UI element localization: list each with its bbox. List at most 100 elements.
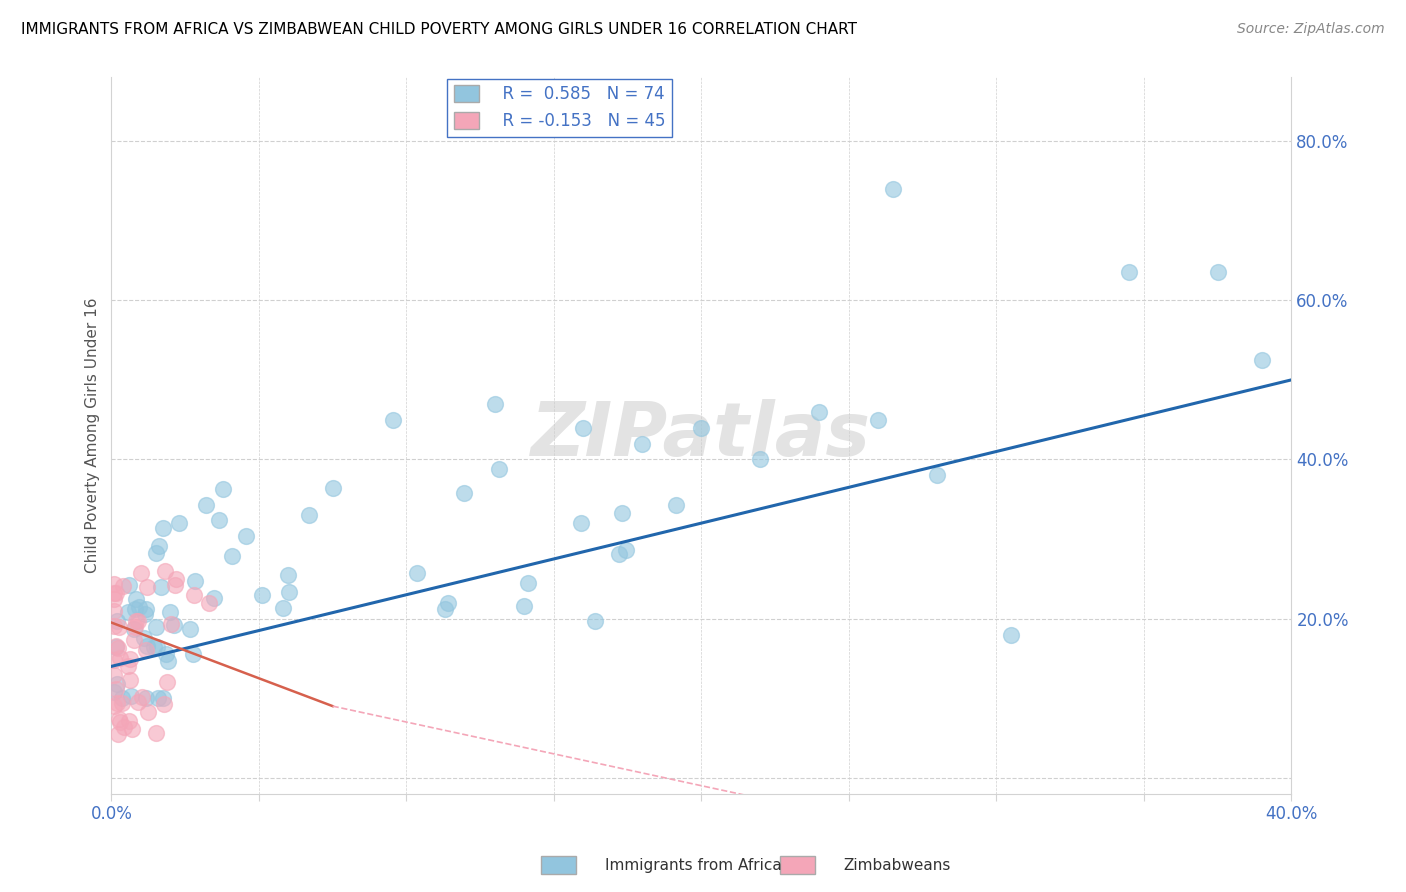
Point	[105, 614, 128, 628]
Point	[122, 633, 145, 648]
Point	[118, 714, 141, 728]
Point	[298, 508, 321, 522]
Point	[112, 720, 135, 734]
Point	[433, 602, 456, 616]
Point	[585, 614, 607, 628]
Point	[607, 547, 630, 561]
Point	[1000, 627, 1022, 641]
Point	[381, 412, 404, 426]
Point	[277, 584, 299, 599]
Point	[124, 622, 146, 636]
Point	[104, 640, 127, 654]
Text: Immigrants from Africa: Immigrants from Africa	[605, 858, 782, 872]
Point	[108, 620, 131, 634]
Point	[131, 690, 153, 705]
Point	[135, 643, 157, 657]
Point	[165, 578, 187, 592]
Point	[277, 567, 299, 582]
Point	[488, 461, 510, 475]
Point	[406, 566, 429, 580]
Point	[195, 498, 218, 512]
Point	[110, 651, 132, 665]
Point	[273, 600, 295, 615]
Point	[614, 542, 637, 557]
Text: ZIPatlas: ZIPatlas	[531, 399, 872, 472]
Point	[103, 653, 125, 667]
Point	[135, 639, 157, 653]
Point	[159, 605, 181, 619]
Point	[105, 682, 128, 697]
Point	[108, 712, 131, 726]
Point	[103, 699, 125, 714]
Point	[155, 675, 177, 690]
Point	[120, 690, 142, 704]
Text: Zimbabweans: Zimbabweans	[844, 858, 950, 872]
Point	[111, 696, 134, 710]
Point	[235, 528, 257, 542]
Point	[516, 575, 538, 590]
Point	[612, 506, 634, 520]
Point	[572, 420, 595, 434]
Point	[1251, 353, 1274, 368]
Point	[212, 483, 235, 497]
Point	[437, 596, 460, 610]
Point	[221, 549, 243, 563]
Y-axis label: Child Poverty Among Girls Under 16: Child Poverty Among Girls Under 16	[86, 298, 100, 574]
Point	[183, 588, 205, 602]
Point	[153, 698, 176, 712]
Point	[152, 691, 174, 706]
Point	[145, 546, 167, 560]
Point	[127, 695, 149, 709]
Point	[103, 576, 125, 591]
Point	[103, 668, 125, 682]
Point	[135, 601, 157, 615]
Point	[145, 726, 167, 740]
Point	[105, 677, 128, 691]
Point	[125, 592, 148, 607]
Point	[128, 599, 150, 614]
FancyBboxPatch shape	[780, 856, 815, 874]
Point	[121, 722, 143, 736]
Point	[153, 564, 176, 578]
Point	[1206, 265, 1229, 279]
Point	[250, 588, 273, 602]
Point	[120, 651, 142, 665]
Point	[111, 579, 134, 593]
Point	[143, 640, 166, 655]
Point	[868, 412, 890, 426]
Point	[808, 405, 831, 419]
Point	[484, 397, 506, 411]
Point	[202, 591, 225, 606]
Point	[150, 581, 173, 595]
Point	[179, 622, 201, 636]
Point	[1118, 265, 1140, 279]
Point	[103, 619, 125, 633]
Point	[155, 648, 177, 662]
Point	[197, 596, 219, 610]
Point	[665, 498, 688, 512]
Point	[165, 572, 187, 586]
Point	[322, 481, 344, 495]
Point	[690, 420, 713, 434]
Point	[111, 691, 134, 706]
Point	[105, 696, 128, 710]
Legend:   R =  0.585   N = 74,   R = -0.153   N = 45: R = 0.585 N = 74, R = -0.153 N = 45	[447, 78, 672, 136]
Point	[103, 604, 125, 618]
Point	[136, 706, 159, 720]
Point	[145, 619, 167, 633]
Point	[107, 727, 129, 741]
Point	[160, 617, 183, 632]
Text: IMMIGRANTS FROM AFRICA VS ZIMBABWEAN CHILD POVERTY AMONG GIRLS UNDER 16 CORRELAT: IMMIGRANTS FROM AFRICA VS ZIMBABWEAN CHI…	[21, 22, 858, 37]
Point	[882, 182, 904, 196]
Point	[631, 436, 654, 450]
Point	[125, 614, 148, 628]
Point	[184, 574, 207, 589]
Text: Source: ZipAtlas.com: Source: ZipAtlas.com	[1237, 22, 1385, 37]
Point	[135, 580, 157, 594]
Point	[118, 578, 141, 592]
Point	[145, 640, 167, 655]
Point	[134, 607, 156, 621]
Point	[513, 599, 536, 614]
Point	[749, 452, 772, 467]
Point	[118, 673, 141, 687]
